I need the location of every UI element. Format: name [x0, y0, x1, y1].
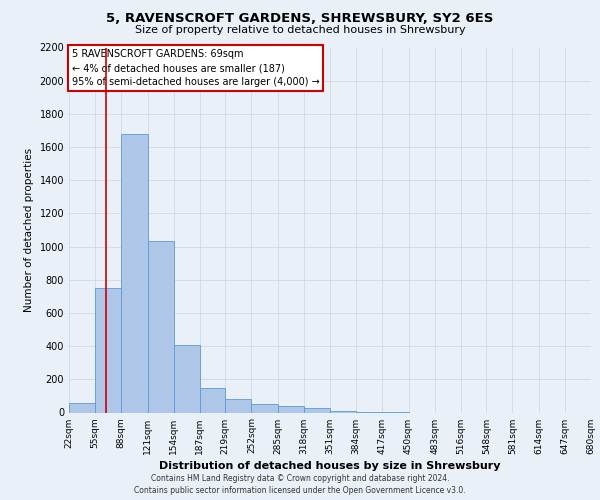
Bar	[174, 346, 200, 412]
Bar	[330, 411, 356, 412]
X-axis label: Distribution of detached houses by size in Shrewsbury: Distribution of detached houses by size …	[159, 460, 501, 470]
Y-axis label: Number of detached properties: Number of detached properties	[24, 148, 34, 312]
Text: Contains HM Land Registry data © Crown copyright and database right 2024.
Contai: Contains HM Land Registry data © Crown c…	[134, 474, 466, 495]
Text: Size of property relative to detached houses in Shrewsbury: Size of property relative to detached ho…	[134, 25, 466, 35]
Text: 5 RAVENSCROFT GARDENS: 69sqm
← 4% of detached houses are smaller (187)
95% of se: 5 RAVENSCROFT GARDENS: 69sqm ← 4% of det…	[71, 50, 319, 88]
Text: 5, RAVENSCROFT GARDENS, SHREWSBURY, SY2 6ES: 5, RAVENSCROFT GARDENS, SHREWSBURY, SY2 …	[106, 12, 494, 26]
Bar	[251, 404, 278, 412]
Bar	[304, 408, 330, 412]
Bar	[121, 134, 148, 412]
Bar	[278, 406, 304, 412]
Bar	[95, 288, 121, 412]
Bar	[225, 399, 251, 412]
Bar	[148, 241, 174, 412]
Bar	[200, 388, 225, 412]
Bar	[69, 404, 95, 412]
